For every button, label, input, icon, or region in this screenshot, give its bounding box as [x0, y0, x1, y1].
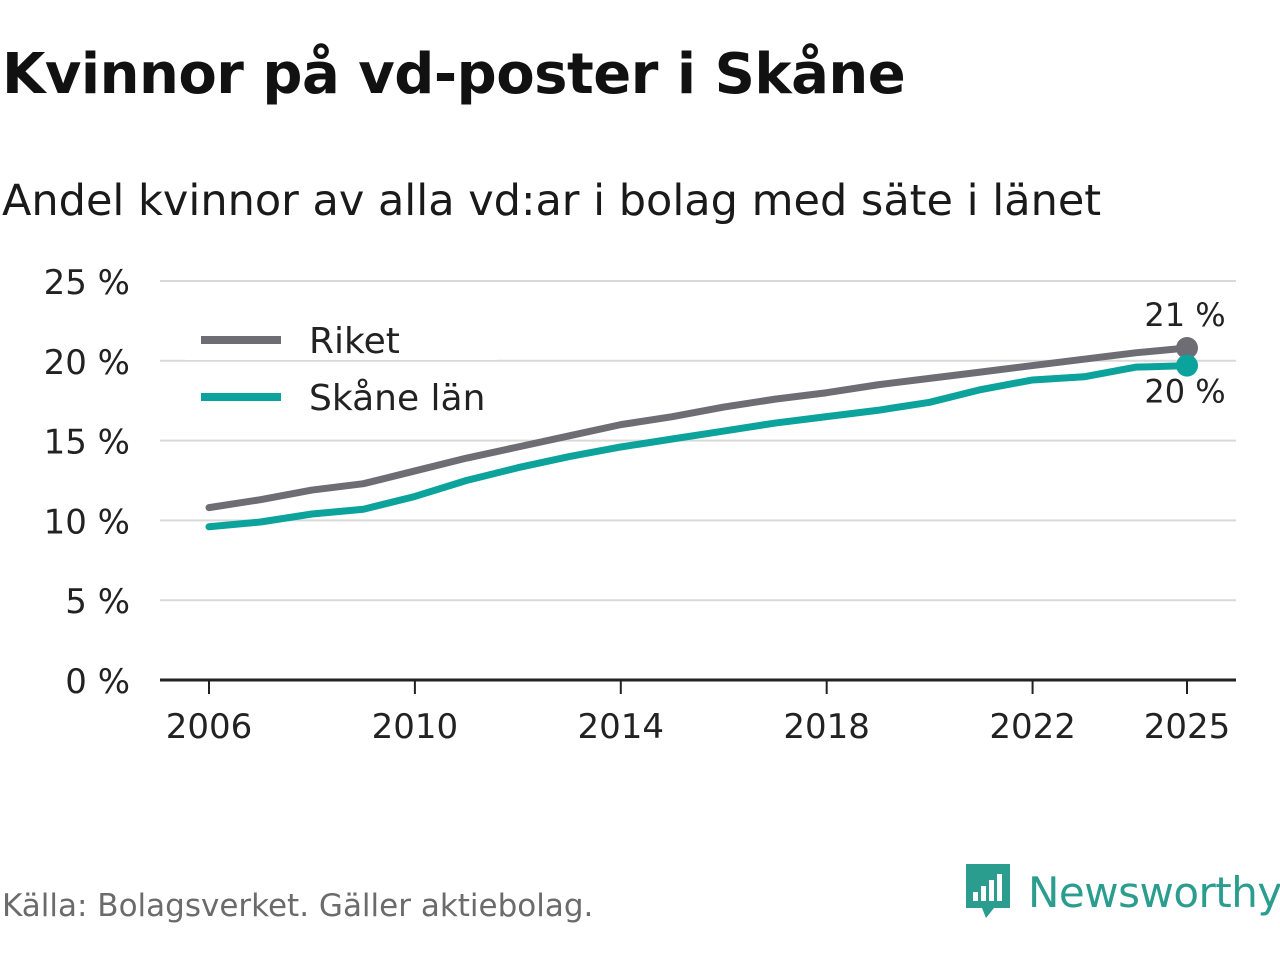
series-line-riket — [205, 344, 1191, 512]
chart-title: Kvinnor på vd-poster i Skåne — [2, 42, 906, 107]
legend: Riket Skåne län — [185, 310, 497, 419]
x-axis: 2006 2010 2014 2018 2022 2025 — [160, 678, 1236, 747]
end-label-riket: 21 % — [1144, 296, 1225, 334]
series-lines — [205, 337, 1198, 531]
x-tick-label: 2006 — [166, 707, 253, 747]
series-end-point — [1176, 337, 1198, 360]
end-label-skane: 20 % — [1144, 373, 1225, 411]
series-line-sk-ne-l-n — [205, 362, 1191, 531]
x-tick-label: 2025 — [1144, 707, 1231, 747]
brand-name: Newsworthy — [1028, 867, 1280, 917]
chart-subtitle: Andel kvinnor av alla vd:ar i bolag med … — [2, 176, 1102, 226]
legend-background — [185, 310, 497, 360]
x-tick-label: 2010 — [372, 707, 459, 747]
x-tick-label: 2018 — [783, 707, 870, 747]
newsworthy-logo-icon — [966, 864, 1010, 918]
end-labels: 21 % 20 % — [1144, 296, 1225, 411]
y-axis-ticks: 0 % 5 % 10 % 15 % 20 % 25 % — [44, 263, 130, 702]
legend-label: Riket — [309, 321, 400, 362]
y-tick-label: 5 % — [65, 582, 130, 622]
y-tick-label: 15 % — [44, 423, 130, 463]
series-end-point — [1176, 354, 1198, 377]
y-tick-label: 10 % — [44, 502, 130, 542]
y-tick-label: 20 % — [44, 343, 130, 383]
legend-label: Skåne län — [309, 378, 485, 419]
y-tick-label: 0 % — [65, 662, 130, 702]
x-tick-label: 2014 — [578, 707, 665, 747]
x-tick-label: 2022 — [989, 707, 1076, 747]
y-tick-label: 25 % — [44, 263, 130, 303]
source-note: Källa: Bolagsverket. Gäller aktiebolag. — [2, 888, 594, 924]
brand-logo: Newsworthy — [962, 862, 1280, 922]
